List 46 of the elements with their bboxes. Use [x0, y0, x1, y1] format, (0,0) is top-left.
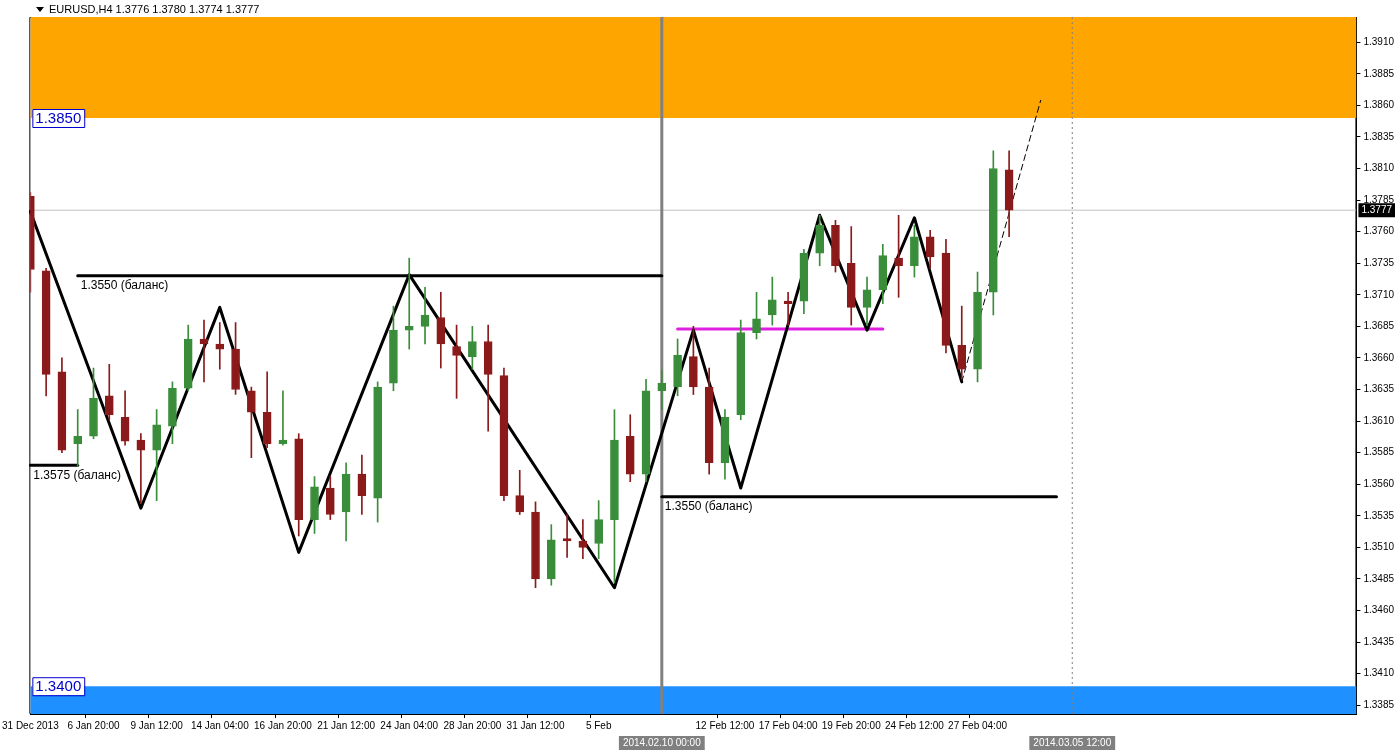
y-tick-label: 1.3860 — [1363, 99, 1395, 111]
y-tick-label: 1.3510 — [1363, 541, 1395, 553]
y-tick-label: 1.3385 — [1363, 698, 1395, 710]
y-tick-label: 1.3610 — [1363, 414, 1395, 426]
y-tick-label: 1.3760 — [1363, 225, 1395, 237]
band-label: 1.3850 — [35, 109, 82, 127]
x-tick-label: 14 Jan 04:00 — [190, 719, 250, 731]
y-tick-label: 1.3910 — [1363, 36, 1395, 47]
y-tick-label: 1.3785 — [1363, 193, 1395, 205]
x-tick-label: 2014.03.05 12:00 — [1033, 736, 1112, 748]
y-tick-label: 1.3485 — [1363, 572, 1395, 584]
y-tick-label: 1.3810 — [1363, 162, 1395, 174]
series-label: 1.3550 (баланс) — [664, 499, 753, 514]
y-tick-label: 1.3435 — [1363, 635, 1395, 647]
x-tick-label: 31 Dec 2013 — [2, 719, 60, 731]
x-tick-label: 24 Feb 12:00 — [884, 719, 945, 731]
y-tick-label: 1.3710 — [1363, 288, 1395, 300]
y-tick-label: 1.3835 — [1363, 130, 1395, 142]
y-tick-label: 1.3685 — [1363, 320, 1395, 332]
x-tick-label: 12 Feb 12:00 — [695, 719, 755, 731]
band-label: 1.3400 — [35, 677, 82, 695]
y-tick-label: 1.3735 — [1363, 256, 1395, 268]
ref-line-label: 1.3777 — [1361, 203, 1393, 215]
y-tick-label: 1.3535 — [1363, 509, 1395, 521]
y-tick-label: 1.3410 — [1363, 667, 1395, 679]
y-tick-label: 1.3635 — [1363, 383, 1395, 395]
x-tick-label: 9 Jan 12:00 — [130, 719, 184, 731]
x-tick-label: 24 Jan 04:00 — [380, 719, 439, 731]
x-tick-label: 27 Feb 04:00 — [948, 719, 1008, 731]
x-tick-label: 19 Feb 20:00 — [821, 719, 882, 731]
y-tick-label: 1.3460 — [1363, 604, 1395, 616]
x-tick-label: 6 Jan 20:00 — [67, 719, 121, 731]
y-tick-label: 1.3560 — [1363, 477, 1395, 489]
y-tick-label: 1.3585 — [1363, 446, 1395, 458]
series-label: 1.3575 (баланс) — [33, 467, 121, 482]
y-tick-label: 1.3885 — [1363, 67, 1395, 79]
chart-title: EURUSD,H4 1.3776 1.3780 1.3774 1.3777 — [49, 3, 260, 15]
x-tick-label: 16 Jan 20:00 — [254, 719, 313, 731]
x-tick-label: 31 Jan 12:00 — [506, 719, 565, 731]
x-tick-label: 28 Jan 20:00 — [443, 719, 502, 731]
x-tick-label: 2014.02.10 00:00 — [622, 736, 702, 748]
x-tick-label: 17 Feb 04:00 — [758, 719, 819, 731]
series-label: 1.3550 (баланс) — [80, 278, 169, 293]
x-tick-label: 21 Jan 12:00 — [317, 719, 376, 731]
x-tick-label: 5 Feb — [585, 719, 612, 731]
y-tick-label: 1.3660 — [1363, 351, 1395, 363]
